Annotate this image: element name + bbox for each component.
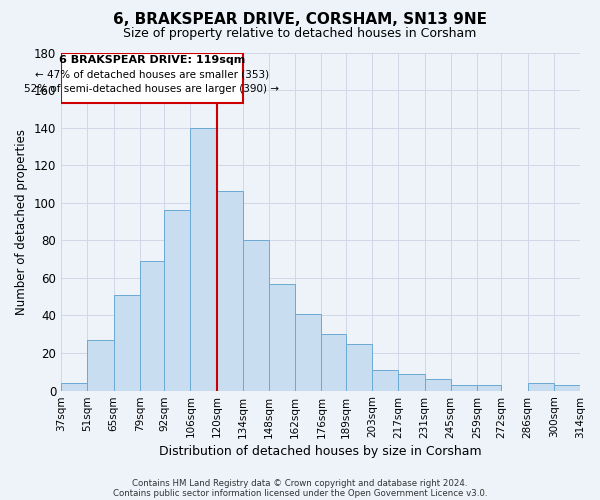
Bar [164,210,190,390]
Bar [113,295,140,390]
Text: ← 47% of detached houses are smaller (353): ← 47% of detached houses are smaller (35… [35,70,269,80]
Bar [346,344,372,390]
Bar [477,385,502,390]
Bar [88,340,113,390]
Text: Contains HM Land Registry data © Crown copyright and database right 2024.: Contains HM Land Registry data © Crown c… [132,478,468,488]
Text: 6 BRAKSPEAR DRIVE: 119sqm: 6 BRAKSPEAR DRIVE: 119sqm [59,56,245,66]
Text: Contains public sector information licensed under the Open Government Licence v3: Contains public sector information licen… [113,488,487,498]
Bar [554,385,580,390]
Bar [425,380,451,390]
X-axis label: Distribution of detached houses by size in Corsham: Distribution of detached houses by size … [159,444,482,458]
Text: 6, BRAKSPEAR DRIVE, CORSHAM, SN13 9NE: 6, BRAKSPEAR DRIVE, CORSHAM, SN13 9NE [113,12,487,28]
Bar [322,334,346,390]
Y-axis label: Number of detached properties: Number of detached properties [15,128,28,314]
Bar [527,383,554,390]
Bar [190,128,217,390]
Bar [140,261,164,390]
Bar [398,374,425,390]
Text: Size of property relative to detached houses in Corsham: Size of property relative to detached ho… [124,28,476,40]
Text: 52% of semi-detached houses are larger (390) →: 52% of semi-detached houses are larger (… [25,84,280,94]
Bar [372,370,398,390]
Bar [61,383,88,390]
FancyBboxPatch shape [61,52,243,103]
Bar [295,314,322,390]
Bar [269,284,295,391]
Bar [451,385,477,390]
Bar [243,240,269,390]
Bar [217,192,243,390]
